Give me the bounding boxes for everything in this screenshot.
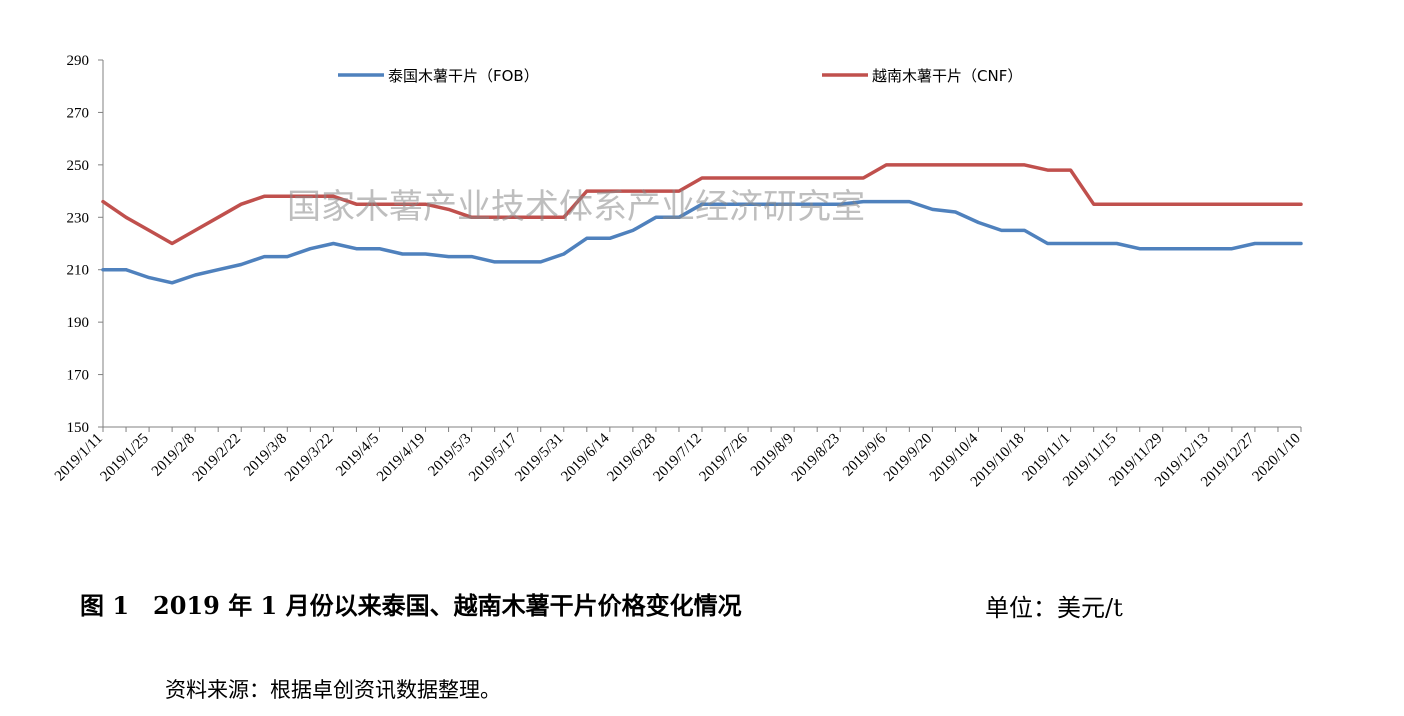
y-tick-label: 250	[67, 158, 90, 174]
watermark-text: 国家木薯产业技术体系产业经济研究室	[287, 187, 865, 227]
source-note: 资料来源：根据卓创资讯数据整理。	[165, 678, 501, 702]
x-tick-label: 2019/8/23	[789, 431, 843, 485]
line-chart: 150 170 190 210 230 250 270 290 2019/1/112019/1…	[52, 53, 1304, 490]
x-tick-label: 2019/3/22	[282, 431, 336, 485]
x-tick-label: 2019/7/12	[650, 431, 704, 485]
legend: 泰国木薯干片（FOB） 越南木薯干片（CNF）	[338, 67, 1022, 85]
x-tick-label: 2019/5/31	[512, 431, 566, 485]
legend-label: 越南木薯干片（CNF）	[872, 67, 1022, 85]
y-tick-label: 290	[67, 53, 90, 69]
series-lines	[101, 163, 1303, 285]
x-tick-label: 2020/1/10	[1249, 431, 1303, 485]
y-tick-label: 150	[67, 420, 90, 436]
x-tick-label: 2019/1/11	[52, 431, 106, 485]
x-tick-label: 2019/1/25	[98, 431, 152, 485]
y-tick-label: 210	[67, 263, 90, 279]
x-tick-label: 2019/5/17	[466, 430, 521, 485]
x-tick-label: 2019/7/26	[697, 430, 752, 485]
series-line-thailand-fob	[101, 199, 1303, 285]
y-axis: 150 170 190 210 230 250 270 290	[67, 53, 104, 436]
series-line-vietnam-cnf	[101, 163, 1303, 246]
x-tick-label: 2019/9/20	[881, 431, 935, 485]
x-axis: 2019/1/112019/1/252019/2/82019/2/222019/…	[52, 426, 1304, 490]
unit-label: 单位：美元/t	[985, 594, 1123, 622]
x-tick-label: 2019/6/14	[558, 430, 613, 485]
x-tick-label: 2019/4/19	[374, 431, 428, 485]
legend-label: 泰国木薯干片（FOB）	[388, 67, 539, 85]
x-tick-label: 2019/6/28	[604, 431, 658, 485]
y-tick-label: 190	[67, 315, 90, 331]
y-tick-label: 230	[67, 210, 90, 226]
x-tick-label: 2019/2/22	[190, 431, 244, 485]
y-tick-label: 270	[67, 105, 90, 121]
y-tick-label: 170	[67, 368, 90, 384]
figure-caption: 图 1 2019 年 1 月份以来泰国、越南木薯干片价格变化情况	[80, 591, 742, 620]
